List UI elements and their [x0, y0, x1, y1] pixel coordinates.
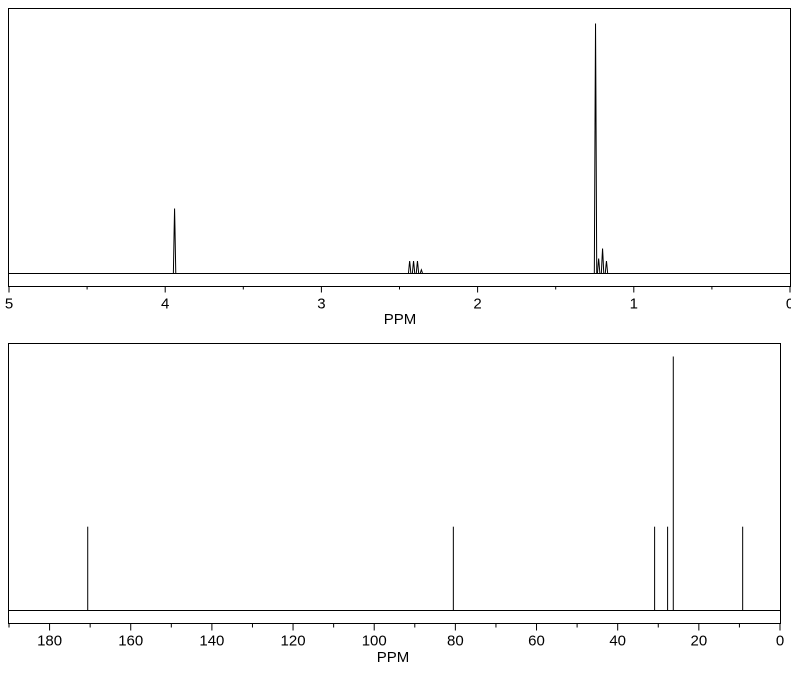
proton-spectrum-panel: 5 4 3 2 1 0 PPM — [5, 8, 791, 328]
carbon-tick-label: 120 — [281, 633, 306, 650]
proton-x-axis-label: PPM — [384, 311, 417, 328]
carbon-tick-label: 60 — [528, 633, 545, 650]
carbon-tick-label: 40 — [609, 633, 626, 650]
proton-peak — [593, 23, 598, 274]
proton-plot-frame — [8, 8, 791, 287]
carbon-tick-label: 180 — [37, 633, 62, 650]
proton-tick-label: 5 — [5, 296, 13, 313]
proton-peak — [415, 260, 420, 274]
proton-tick-label: 1 — [630, 296, 638, 313]
proton-x-axis-tick-labels: 5 4 3 2 1 0 — [5, 296, 791, 313]
proton-peaks — [172, 23, 609, 274]
carbon-tick-label: 140 — [199, 633, 224, 650]
carbon-x-axis-ticks — [8, 623, 781, 631]
proton-peak — [172, 208, 177, 274]
proton-peak — [407, 260, 412, 274]
proton-tick-label: 2 — [473, 296, 481, 313]
proton-x-axis-ticks — [8, 286, 791, 293]
proton-peak — [419, 268, 424, 274]
carbon-tick-label: 100 — [362, 633, 387, 650]
carbon-plot-frame — [8, 343, 781, 624]
carbon-x-axis-tick-labels: 180 160 140 120 100 80 60 40 20 0 — [37, 633, 784, 650]
proton-peak — [596, 258, 601, 274]
proton-peak — [604, 260, 609, 274]
carbon-tick-label: 20 — [690, 633, 707, 650]
proton-tick-label: 0 — [786, 296, 791, 313]
carbon-tick-label: 0 — [776, 633, 784, 650]
proton-peak — [600, 248, 605, 274]
carbon-peaks — [87, 356, 744, 611]
carbon-spectrum-panel: 180 160 140 120 100 80 60 40 20 0 PPM — [8, 343, 784, 666]
carbon-tick-label: 160 — [118, 633, 143, 650]
proton-tick-label: 4 — [161, 296, 169, 313]
proton-peak — [411, 260, 416, 274]
carbon-tick-label: 80 — [447, 633, 464, 650]
proton-tick-label: 3 — [317, 296, 325, 313]
carbon-x-axis-label: PPM — [377, 649, 410, 666]
